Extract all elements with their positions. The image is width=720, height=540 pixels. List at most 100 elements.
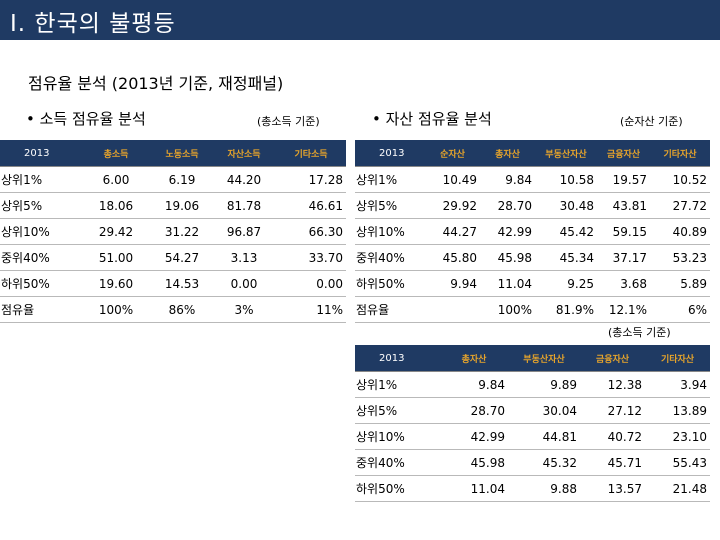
income-basis-note: (총소득 기준) [257,115,320,128]
table-cell: 40.89 [650,218,710,245]
table-cell: 9.84 [440,371,508,398]
table-cell: 19.60 [80,270,152,297]
table-cell: 27.72 [650,192,710,219]
table-cell: 3.94 [645,371,710,398]
table-cell: 3% [212,296,276,323]
table-cell: 30.04 [508,397,580,424]
asset-share-table: 2013 순자산 총자산 부동산자산 금융자산 기타자산 상위1% 10.49 … [355,140,710,323]
table-cell: 42.99 [440,423,508,450]
table-cell: 45.71 [580,449,645,476]
table-cell: 3.68 [597,270,650,297]
table-row: 하위50% 9.94 11.04 9.25 3.68 5.89 [355,270,710,297]
table-cell: 66.30 [276,218,346,245]
table-row: 상위1% 9.84 9.89 12.38 3.94 [355,371,710,398]
table-row: 하위50% 11.04 9.88 13.57 21.48 [355,475,710,502]
column-header: 기타자산 [645,345,710,372]
slide-subtitle: 점유율 분석 (2013년 기준, 재정패널) [28,74,284,93]
table-cell: 86% [152,296,212,323]
table-year-header: 2013 [0,140,80,167]
table-cell: 55.43 [645,449,710,476]
row-label: 점유율 [0,296,80,323]
table-cell: 5.89 [650,270,710,297]
table-row: 상위1% 10.49 9.84 10.58 19.57 10.52 [355,166,710,193]
table-cell: 96.87 [212,218,276,245]
table-cell: 30.48 [535,192,597,219]
table-cell: 44.27 [425,218,480,245]
table-cell: 11.04 [440,475,508,502]
row-label: 하위50% [355,270,425,297]
table-cell: 19.06 [152,192,212,219]
table-cell: 27.12 [580,397,645,424]
table-cell: 12.1% [597,296,650,323]
table-cell: 59.15 [597,218,650,245]
table-cell: 29.42 [80,218,152,245]
table-row: 점유율 100% 86% 3% 11% [0,296,346,323]
table-cell: 29.92 [425,192,480,219]
table-cell: 31.22 [152,218,212,245]
table-row: 상위5% 18.06 19.06 81.78 46.61 [0,192,346,219]
column-header: 부동산자산 [508,345,580,372]
row-label: 상위5% [355,192,425,219]
row-label: 중위40% [0,244,80,271]
table-cell: 45.42 [535,218,597,245]
table-row: 상위10% 42.99 44.81 40.72 23.10 [355,423,710,450]
column-header: 총자산 [440,345,508,372]
table-row: 중위40% 45.80 45.98 45.34 37.17 53.23 [355,244,710,271]
table-cell: 54.27 [152,244,212,271]
title-bar: Ⅰ. 한국의 불평등 [0,0,720,40]
table-cell: 13.89 [645,397,710,424]
table-cell: 17.28 [276,166,346,193]
table-cell: 40.72 [580,423,645,450]
table-cell: 46.61 [276,192,346,219]
column-header: 기타소득 [276,140,346,167]
table-cell: 100% [80,296,152,323]
table-cell: 45.98 [480,244,535,271]
table-cell: 10.58 [535,166,597,193]
column-header: 자산소득 [212,140,276,167]
row-label: 상위5% [0,192,80,219]
row-label: 상위1% [0,166,80,193]
table-cell: 33.70 [276,244,346,271]
row-label: 상위10% [355,218,425,245]
table-row: 상위10% 44.27 42.99 45.42 59.15 40.89 [355,218,710,245]
assets-income-basis-note: (총소득 기준) [608,326,671,339]
table-row: 중위40% 51.00 54.27 3.13 33.70 [0,244,346,271]
row-label: 상위10% [355,423,440,450]
table-row: 상위5% 28.70 30.04 27.12 13.89 [355,397,710,424]
row-label: 상위1% [355,166,425,193]
table-cell: 37.17 [597,244,650,271]
row-label: 중위40% [355,244,425,271]
table-cell: 9.94 [425,270,480,297]
table-row: 하위50% 19.60 14.53 0.00 0.00 [0,270,346,297]
table-row: 점유율 100% 81.9% 12.1% 6% [355,296,710,323]
table-year-header: 2013 [355,345,440,372]
table-cell: 13.57 [580,475,645,502]
row-label: 상위10% [0,218,80,245]
table-cell: 9.25 [535,270,597,297]
table-cell: 81.78 [212,192,276,219]
table-cell: 81.9% [535,296,597,323]
table-cell: 53.23 [650,244,710,271]
row-label: 상위1% [355,371,440,398]
column-header: 순자산 [425,140,480,167]
table-cell: 0.00 [212,270,276,297]
table-cell: 23.10 [645,423,710,450]
table-cell: 6.00 [80,166,152,193]
table-cell: 44.20 [212,166,276,193]
table-cell: 14.53 [152,270,212,297]
table-cell: 45.80 [425,244,480,271]
column-header: 총소득 [80,140,152,167]
table-year-header: 2013 [355,140,425,167]
table-cell: 10.52 [650,166,710,193]
table-cell: 43.81 [597,192,650,219]
column-header: 금융자산 [580,345,645,372]
table-cell: 42.99 [480,218,535,245]
row-label: 상위5% [355,397,440,424]
table-cell: 19.57 [597,166,650,193]
asset-by-income-table: 2013 총자산 부동산자산 금융자산 기타자산 상위1% 9.84 9.89 … [355,345,710,502]
table-cell: 6.19 [152,166,212,193]
column-header: 총자산 [480,140,535,167]
table-cell: 11% [276,296,346,323]
table-cell: 18.06 [80,192,152,219]
row-label: 점유율 [355,296,425,323]
